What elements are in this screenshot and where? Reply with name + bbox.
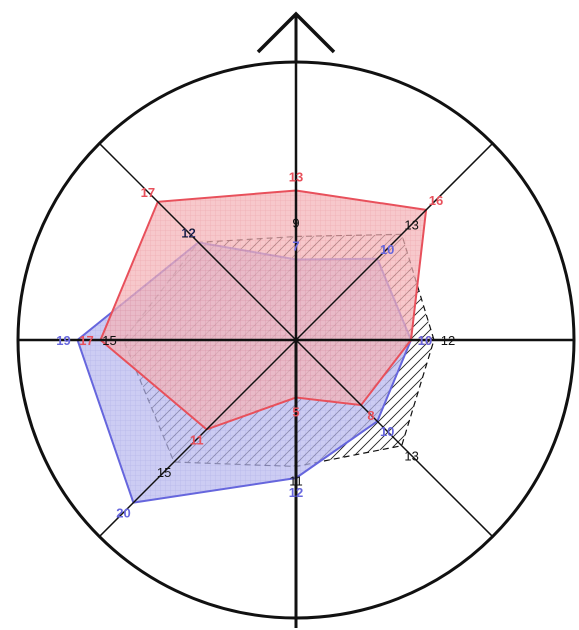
value-label-s2-axis4: 10 [380, 424, 394, 439]
value-label-s1-axis2: 16 [429, 193, 443, 208]
value-label-s3-axis8: 12 [181, 226, 195, 241]
axis-spoke [295, 339, 494, 538]
axes-layer [18, 62, 574, 628]
value-label-s3-axis4: 13 [404, 449, 418, 464]
value-label-s3-axis3: 12 [441, 333, 455, 348]
value-label-s2-axis6: 20 [116, 506, 130, 521]
value-label-s2-axis7: 19 [56, 333, 70, 348]
up-arrow-icon [256, 11, 336, 54]
value-label-s3-axis7: 15 [102, 333, 116, 348]
value-label-s2-axis5: 12 [289, 485, 303, 500]
axis-spoke [98, 142, 297, 341]
value-label-s1-axis3: 10 [418, 333, 432, 348]
value-label-s1-axis6: 11 [190, 432, 204, 447]
value-label-s3-axis5: 11 [289, 474, 303, 489]
value-label-s1-axis7: 17 [79, 333, 93, 348]
value-label-s3-axis1: 9 [292, 216, 299, 231]
value-label-s1-axis5: 5 [292, 405, 299, 420]
series-layer [76, 189, 435, 504]
value-label-s3-axis2: 13 [404, 217, 418, 232]
value-label-s1-axis1: 13 [289, 170, 303, 185]
value-label-s1-axis4: 8 [367, 408, 374, 423]
axis-spoke [295, 142, 494, 341]
value-label-s2-axis2: 10 [380, 242, 394, 257]
value-label-s2-axis1: 7 [292, 239, 299, 254]
value-label-s1-axis8: 17 [141, 185, 155, 200]
value-label-s2-axis3: 10 [418, 333, 432, 348]
value-label-s3-axis6: 15 [157, 465, 171, 480]
axis-spoke [98, 339, 297, 538]
value-label-s2-axis8: 12 [181, 226, 195, 241]
